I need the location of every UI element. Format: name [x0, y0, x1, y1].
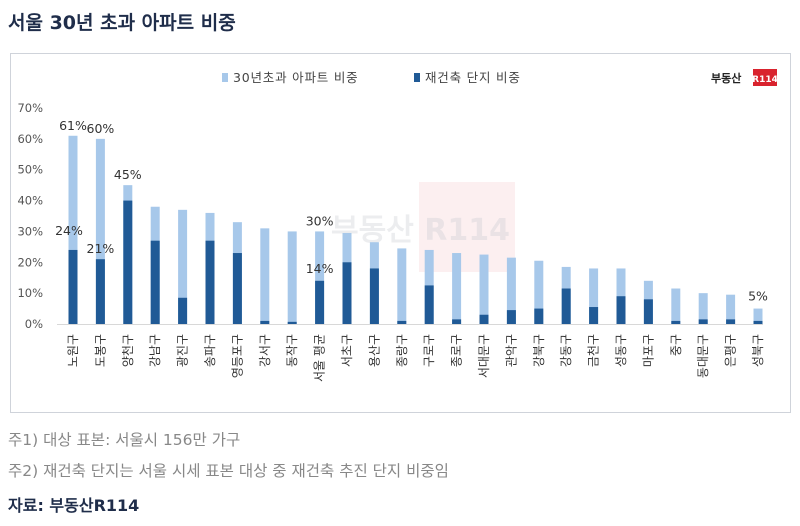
bar-reconstruction-3	[150, 240, 160, 324]
bar-reconstruction-11	[369, 268, 379, 324]
bar-reconstruction-9	[315, 280, 325, 324]
data-label: 5%	[748, 289, 768, 304]
bar-30yr-17	[534, 260, 544, 324]
bar-30yr-4	[178, 209, 188, 324]
bar-30yr-12	[397, 248, 407, 324]
x-tick-label: 서대문구	[477, 334, 491, 378]
bar-reconstruction-13	[424, 285, 434, 324]
x-tick-label: 구로구	[422, 334, 436, 367]
data-label: 14%	[306, 261, 334, 276]
x-tick-label: 서초구	[340, 334, 354, 367]
bar-30yr-8	[287, 231, 297, 324]
x-tick-label: 종랑구	[395, 334, 409, 367]
watermark-badge	[419, 182, 515, 272]
bar-30yr-14	[452, 253, 462, 324]
x-tick-label: 은평구	[724, 334, 738, 367]
note-1: 주1) 대상 표본: 서울시 156만 가구	[8, 431, 241, 449]
bar-reconstruction-8	[287, 321, 297, 324]
x-tick-label: 서울 평균	[313, 334, 327, 382]
bar-reconstruction-20	[616, 296, 626, 324]
y-tick-label: 60%	[17, 132, 43, 146]
y-tick-label: 70%	[17, 101, 43, 115]
y-tick-label: 50%	[17, 163, 43, 177]
watermark-text: 부동산 R114	[331, 213, 510, 248]
x-tick-label: 동작구	[285, 334, 299, 367]
data-label: 21%	[87, 241, 115, 256]
logo-text: 부동산	[711, 71, 741, 85]
bar-reconstruction-19	[589, 307, 599, 324]
bar-30yr-25	[753, 308, 763, 324]
bar-reconstruction-12	[397, 320, 407, 324]
y-tick-label: 0%	[25, 317, 43, 331]
data-label: 45%	[114, 167, 142, 182]
x-tick-label: 강동구	[559, 334, 573, 367]
x-tick-label: 중구	[669, 334, 683, 356]
x-tick-label: 관악구	[504, 334, 518, 367]
bar-reconstruction-25	[753, 320, 763, 324]
x-tick-label: 금천구	[586, 334, 601, 367]
x-tick-label: 영등포구	[230, 334, 244, 378]
x-tick-label: 광진구	[176, 334, 190, 367]
x-tick-label: 용산구	[367, 334, 381, 367]
legend-swatch	[222, 73, 228, 82]
bar-reconstruction-22	[671, 320, 681, 324]
x-tick-label: 도봉구	[93, 334, 107, 367]
bar-30yr-16	[506, 257, 516, 324]
bar-reconstruction-4	[178, 297, 188, 324]
bar-reconstruction-23	[698, 319, 708, 324]
data-label: 30%	[306, 213, 334, 228]
bar-30yr-19	[589, 268, 599, 324]
bar-reconstruction-14	[452, 319, 462, 324]
x-tick-label: 강북구	[532, 334, 546, 367]
x-tick-label: 송파구	[203, 334, 217, 367]
bar-30yr-0	[68, 135, 78, 324]
legend-swatch	[414, 73, 420, 82]
bar-reconstruction-18	[561, 288, 571, 324]
x-tick-label: 강남구	[148, 334, 162, 367]
x-tick-label: 양천구	[120, 334, 135, 367]
note-2: 주2) 재건축 단지는 서울 시세 표본 대상 중 재건축 추진 단지 비중임	[8, 462, 449, 480]
legend-label: 30년초과 아파트 비중	[233, 70, 358, 85]
bar-reconstruction-24	[726, 319, 736, 324]
bar-30yr-24	[726, 294, 736, 324]
data-label: 61%	[59, 118, 87, 133]
bar-30yr-15	[479, 254, 489, 324]
y-tick-label: 10%	[17, 286, 43, 300]
bar-reconstruction-6	[232, 253, 242, 324]
source-credit: 자료: 부동산R114	[8, 496, 140, 515]
bar-30yr-1	[95, 138, 105, 324]
bar-30yr-9	[315, 231, 325, 324]
x-tick-label: 종로구	[450, 334, 464, 367]
bar-reconstruction-21	[643, 299, 653, 324]
bar-reconstruction-10	[342, 262, 352, 324]
x-tick-label: 성동구	[614, 334, 628, 367]
bar-reconstruction-5	[205, 240, 215, 324]
y-tick-label: 40%	[17, 194, 43, 208]
bar-reconstruction-7	[260, 320, 270, 324]
legend-label: 재건축 단지 비중	[425, 70, 521, 85]
chart-frame: 부동산 R114 부동산 R114 30년초과 아파트 비중 재건축 단지 비중 0% 10…	[10, 53, 791, 413]
bar-reconstruction-0	[68, 249, 78, 324]
x-tick-label: 성북구	[751, 334, 765, 367]
bar-reconstruction-2	[123, 200, 133, 324]
data-label: 24%	[55, 223, 83, 238]
y-tick-label: 20%	[17, 255, 43, 269]
y-tick-label: 30%	[17, 224, 43, 238]
x-tick-label: 동대문구	[696, 334, 710, 378]
bar-chart: 부동산 R114 부동산 R114 30년초과 아파트 비중 재건축 단지 비중 0% 10…	[17, 69, 778, 382]
bar-reconstruction-15	[479, 314, 489, 324]
bar-reconstruction-1	[95, 259, 105, 324]
logo-badge-text: R114	[752, 75, 778, 85]
x-tick-label: 강서구	[258, 334, 272, 367]
bar-30yr-7	[260, 228, 270, 324]
data-label: 60%	[87, 121, 115, 136]
bar-reconstruction-16	[506, 310, 516, 324]
bar-30yr-23	[698, 293, 708, 324]
bar-30yr-22	[671, 288, 681, 324]
x-tick-label: 노원구	[66, 334, 80, 367]
logo-badge	[753, 69, 777, 86]
x-tick-label: 마포구	[641, 334, 655, 367]
page-title: 서울 30년 초과 아파트 비중	[8, 12, 236, 34]
bar-reconstruction-17	[534, 308, 544, 324]
